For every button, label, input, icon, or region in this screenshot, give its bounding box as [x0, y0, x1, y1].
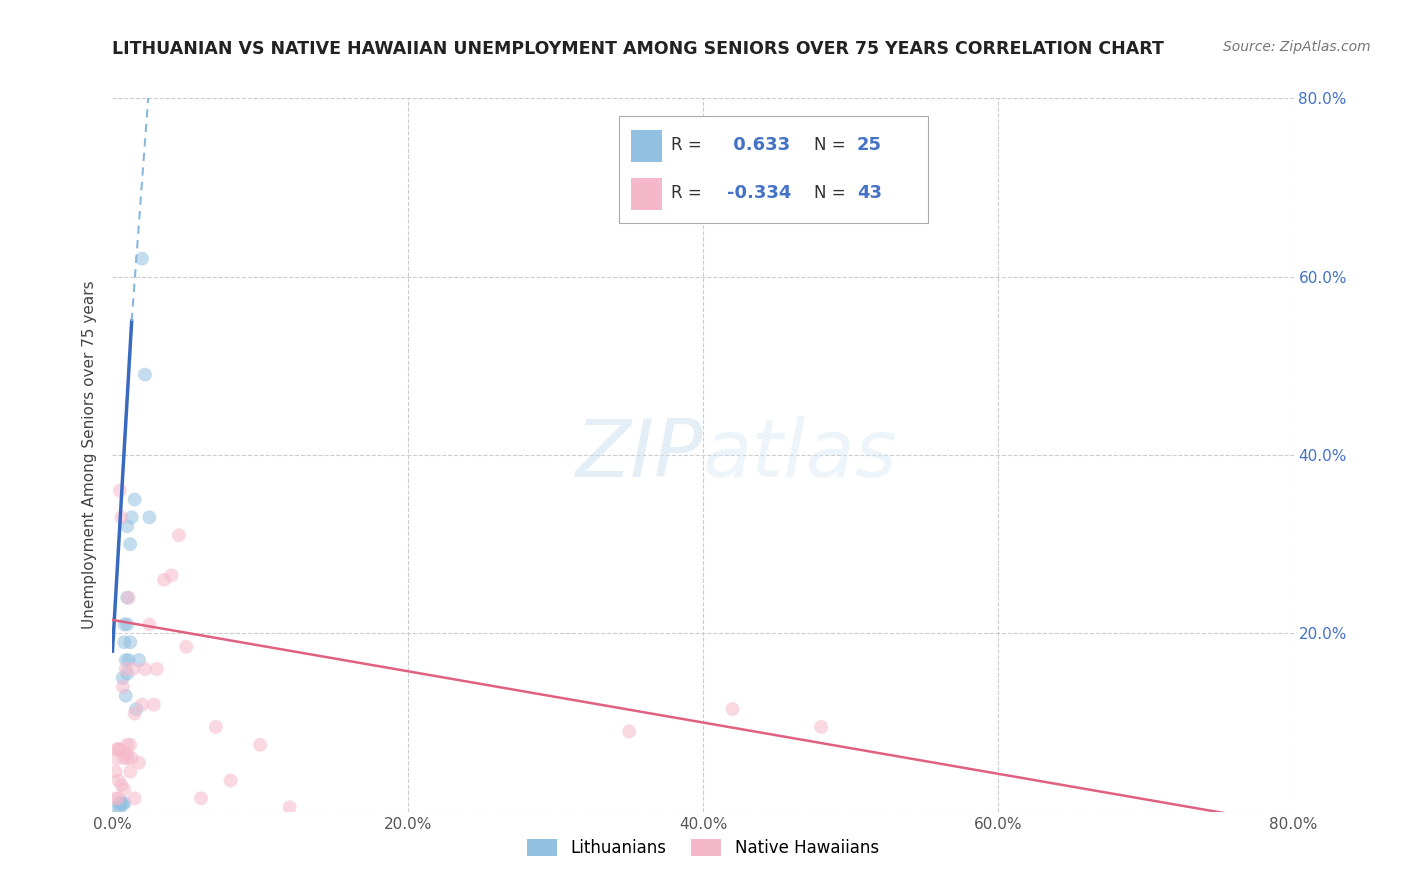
Point [128, 756, 150, 770]
Point [110, 796, 132, 810]
Point [120, 635, 142, 649]
Bar [631, 178, 662, 211]
Point [160, 568, 183, 582]
Point [146, 662, 169, 676]
Point [105, 742, 128, 756]
Point [249, 738, 271, 752]
Text: 43: 43 [856, 184, 882, 202]
Point [117, 591, 138, 605]
Point [112, 782, 135, 797]
Point [142, 698, 165, 712]
Point [108, 800, 131, 814]
Point [131, 252, 153, 266]
Point [205, 720, 228, 734]
Point [167, 528, 190, 542]
Text: 0.633: 0.633 [727, 136, 790, 153]
Point [134, 368, 156, 382]
Text: Source: ZipAtlas.com: Source: ZipAtlas.com [1223, 40, 1371, 54]
Point [107, 742, 129, 756]
Point [110, 510, 132, 524]
Point [117, 738, 138, 752]
Point [118, 591, 141, 605]
Point [117, 519, 138, 533]
Point [112, 751, 135, 765]
Point [104, 791, 127, 805]
Point [110, 778, 132, 792]
Point [117, 617, 138, 632]
Point [121, 510, 143, 524]
Point [619, 724, 641, 739]
Text: R =: R = [671, 184, 707, 202]
Point [117, 751, 138, 765]
Point [190, 791, 212, 805]
Point [111, 797, 134, 812]
Point [134, 662, 156, 676]
Legend: Lithuanians, Native Hawaiians: Lithuanians, Native Hawaiians [520, 832, 886, 864]
FancyBboxPatch shape [619, 116, 928, 223]
Point [108, 483, 131, 498]
Point [121, 751, 143, 765]
Point [721, 702, 744, 716]
Point [278, 800, 301, 814]
Point [112, 796, 135, 810]
Point [138, 617, 160, 632]
Point [114, 689, 136, 703]
Point [118, 653, 141, 667]
Point [120, 764, 142, 779]
Text: atlas: atlas [703, 416, 898, 494]
Point [120, 537, 142, 551]
Point [105, 751, 128, 765]
Point [124, 706, 146, 721]
Bar [631, 130, 662, 162]
Point [125, 702, 148, 716]
Point [120, 738, 142, 752]
Point [117, 666, 138, 681]
Point [104, 764, 127, 779]
Point [114, 662, 136, 676]
Text: LITHUANIAN VS NATIVE HAWAIIAN UNEMPLOYMENT AMONG SENIORS OVER 75 YEARS CORRELATI: LITHUANIAN VS NATIVE HAWAIIAN UNEMPLOYME… [112, 40, 1164, 58]
Point [108, 796, 131, 810]
Text: R =: R = [671, 136, 707, 153]
Point [124, 492, 146, 507]
Point [153, 573, 176, 587]
Point [105, 800, 128, 814]
Point [128, 653, 150, 667]
Point [122, 662, 145, 676]
Point [138, 510, 160, 524]
Point [107, 773, 129, 788]
Point [111, 680, 134, 694]
Point [174, 640, 197, 654]
Point [219, 773, 242, 788]
Text: N =: N = [814, 136, 851, 153]
Text: N =: N = [814, 184, 851, 202]
Point [112, 617, 135, 632]
Point [112, 635, 135, 649]
Point [114, 653, 136, 667]
Point [107, 791, 129, 805]
Point [124, 791, 146, 805]
Text: -0.334: -0.334 [727, 184, 792, 202]
Point [810, 720, 832, 734]
Text: 25: 25 [856, 136, 882, 153]
Point [111, 671, 134, 685]
Point [117, 747, 138, 761]
Y-axis label: Unemployment Among Seniors over 75 years: Unemployment Among Seniors over 75 years [82, 281, 97, 629]
Point [131, 698, 153, 712]
Point [108, 742, 131, 756]
Text: ZIP: ZIP [575, 416, 703, 494]
